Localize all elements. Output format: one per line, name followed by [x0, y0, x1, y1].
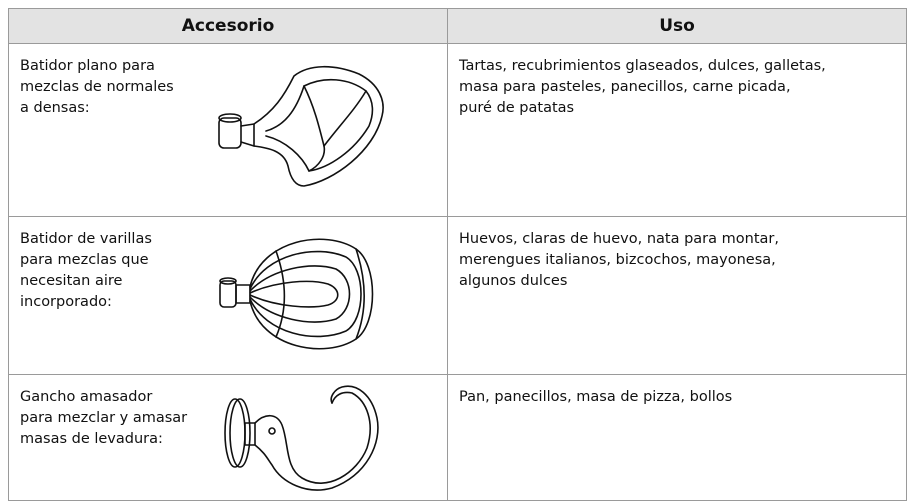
- cell-text: Huevos, claras de huevo, nata para monta…: [448, 217, 906, 292]
- text-line: Huevos, claras de huevo, nata para monta…: [459, 231, 779, 247]
- accessory-cell: Batidor plano para mezclas de normales a d…: [8, 43, 448, 217]
- cell-text: Gancho amasador para mezclar y amasar masa…: [20, 387, 187, 450]
- text-line: a densas:: [20, 100, 90, 116]
- header-row: Accesorio Uso: [8, 8, 907, 44]
- text-line: Pan, panecillos, masa de pizza, bollos: [459, 389, 733, 405]
- table-row: Batidor de varillas para mezclas que neces…: [8, 216, 907, 375]
- text-line: Tartas, recubrimientos glaseados, dulces…: [459, 58, 826, 74]
- flat-beater-illustration: [218, 65, 384, 187]
- text-line: merengues italianos, bizcochos, mayonesa…: [459, 252, 776, 268]
- header-cell: Uso: [447, 8, 907, 44]
- accessory-cell: Gancho amasador para mezclar y amasar masa…: [8, 374, 448, 501]
- text-line: masas de levadura:: [20, 431, 163, 447]
- accessory-cell: Batidor de varillas para mezclas que neces…: [8, 216, 448, 375]
- text-line: puré de patatas: [459, 100, 575, 116]
- table-row: Gancho amasador para mezclar y amasar masa…: [8, 374, 907, 501]
- cell-text: Tartas, recubrimientos glaseados, dulces…: [448, 44, 906, 119]
- table-row: Batidor plano para mezclas de normales a d…: [8, 43, 907, 217]
- text-line: algunos dulces: [459, 273, 568, 289]
- text-line: Batidor de varillas: [20, 231, 152, 247]
- cell-text: Pan, panecillos, masa de pizza, bollos: [448, 375, 906, 408]
- text-line: incorporado:: [20, 294, 112, 310]
- use-cell: Huevos, claras de huevo, nata para monta…: [447, 216, 907, 375]
- use-cell: Pan, panecillos, masa de pizza, bollos: [447, 374, 907, 501]
- text-line: para mezclar y amasar: [20, 410, 188, 426]
- text-line: necesitan aire: [20, 273, 123, 289]
- text-line: masa para pasteles, panecillos, carne pi…: [459, 79, 791, 95]
- cell-text: Batidor de varillas para mezclas que neces…: [20, 229, 152, 313]
- accessory-table: Accesorio Uso Batidor plano para mezclas …: [8, 8, 907, 501]
- use-cell: Tartas, recubrimientos glaseados, dulces…: [447, 43, 907, 217]
- cell-text: Batidor plano para mezclas de normales a d…: [20, 56, 174, 119]
- header-cell: Accesorio: [8, 8, 448, 44]
- text-line: Gancho amasador: [20, 389, 153, 405]
- dough-hook-illustration: [224, 385, 379, 491]
- text-line: mezclas de normales: [20, 79, 174, 95]
- text-line: Batidor plano para: [20, 58, 155, 74]
- wire-whip-illustration: [219, 238, 374, 350]
- text-line: para mezclas que: [20, 252, 149, 268]
